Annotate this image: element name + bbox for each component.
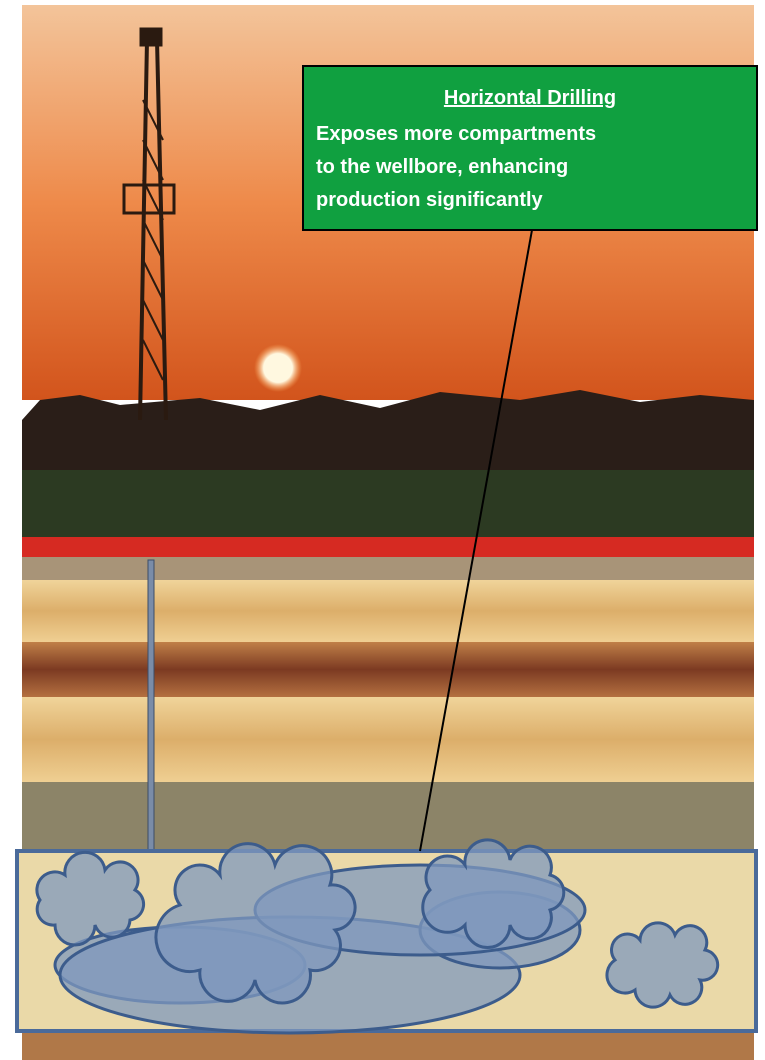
drilling-rig — [122, 27, 176, 421]
callout: Horizontal Drilling Exposes more compart… — [302, 65, 758, 231]
callout-line: to the wellbore, enhancing — [316, 156, 568, 178]
callout-box — [302, 65, 758, 231]
callout-line: Exposes more compartments — [316, 123, 596, 145]
callout-pointer — [419, 229, 533, 852]
reservoir — [15, 838, 758, 1035]
callout-title: Horizontal Drilling — [444, 87, 616, 109]
callout-line: production significantly — [316, 189, 544, 211]
